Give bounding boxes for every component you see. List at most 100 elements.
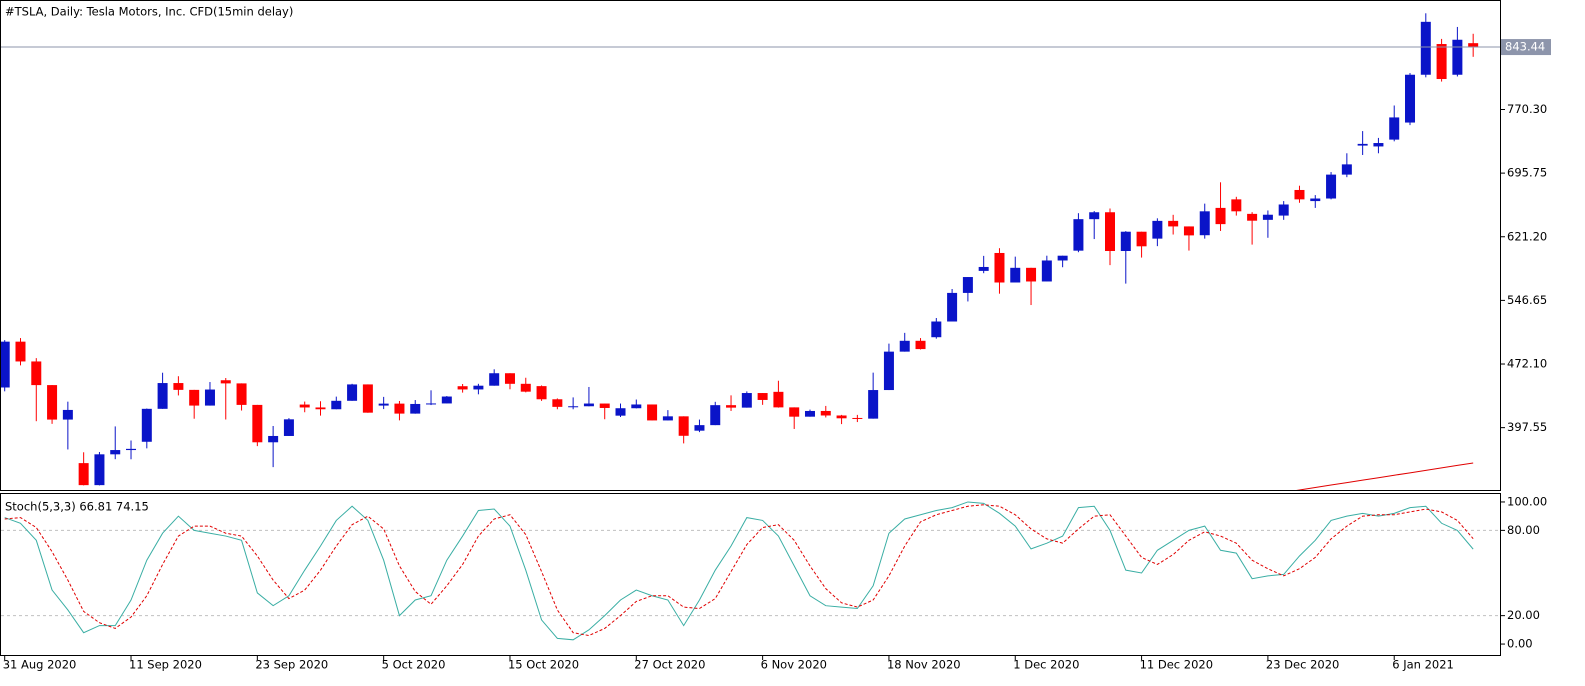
candle-body <box>536 386 547 400</box>
y-tick-label: 80.00 <box>1507 523 1540 537</box>
candle-body <box>1373 143 1384 147</box>
candle-body <box>220 380 231 384</box>
candle-body <box>1389 117 1400 140</box>
candle-body <box>378 403 389 406</box>
candle-body <box>899 340 910 352</box>
candle-body <box>15 341 26 362</box>
candle-body <box>710 405 721 426</box>
y-tick-label: 20.00 <box>1507 608 1540 622</box>
candle-body <box>1420 21 1431 75</box>
candle-body <box>1 341 10 388</box>
candle-body <box>520 383 531 392</box>
candle-body <box>47 385 58 420</box>
candle-body <box>804 410 815 417</box>
x-tick-label: 1 Dec 2020 <box>1013 658 1079 672</box>
candle-body <box>62 409 73 420</box>
candle-body <box>1247 213 1258 221</box>
candle-body <box>299 404 310 408</box>
candle-body <box>1120 231 1131 252</box>
candle-body <box>1152 220 1163 239</box>
candle-body <box>994 252 1005 283</box>
y-tick-label: 397.55 <box>1507 420 1547 434</box>
candle-body <box>141 408 152 442</box>
candle-body <box>126 448 137 451</box>
candle-body <box>94 454 105 486</box>
candle-body <box>504 373 515 384</box>
candle-body <box>489 373 500 386</box>
x-tick-label: 23 Sep 2020 <box>255 658 328 672</box>
x-tick-label: 31 Aug 2020 <box>3 658 77 672</box>
axes: 397.55 472.10 546.65 621.20 695.75 770.30 843.… <box>1 39 1551 672</box>
candle-body <box>204 389 215 406</box>
candle-body <box>662 416 673 421</box>
candle-body <box>1341 164 1352 175</box>
candle-body <box>741 393 752 408</box>
candle-body <box>252 404 263 443</box>
candle-body <box>1199 211 1210 236</box>
candle-body <box>726 405 737 408</box>
candle-body <box>852 417 863 419</box>
candle-body <box>552 399 563 407</box>
candle-body <box>1041 260 1052 282</box>
candle-body <box>441 396 452 404</box>
candle-body <box>1278 204 1289 216</box>
candle-body <box>757 393 768 400</box>
x-tick-label: 15 Oct 2020 <box>508 658 579 672</box>
candle-body <box>473 385 484 390</box>
candle-body <box>157 383 168 409</box>
candle-body <box>615 408 626 416</box>
signal-line <box>4 504 1474 637</box>
candle-body <box>947 292 958 322</box>
candle-body <box>1073 219 1084 251</box>
y-tick-label: 695.75 <box>1507 166 1547 180</box>
current-price-box <box>1501 39 1551 56</box>
stoch-plot <box>1 501 1500 641</box>
x-tick-label: 23 Dec 2020 <box>1266 658 1339 672</box>
candle-body <box>678 416 689 436</box>
candle-body <box>1405 74 1416 123</box>
candle-body <box>362 384 373 413</box>
stoch-pane <box>0 493 1501 656</box>
candle-body <box>583 403 594 407</box>
candle-body <box>1436 44 1447 80</box>
x-tick-label: 18 Nov 2020 <box>887 658 961 672</box>
price-plot <box>1 13 1479 490</box>
candle-body <box>915 340 926 350</box>
candle-body <box>331 400 342 410</box>
x-tick-label: 6 Jan 2021 <box>1392 658 1454 672</box>
candle-body <box>315 407 326 410</box>
x-tick-label: 27 Oct 2020 <box>634 658 705 672</box>
candle-body <box>1168 220 1179 227</box>
candle-body <box>1183 226 1194 236</box>
price-pane <box>0 0 1501 491</box>
y-tick-label: 100.00 <box>1507 494 1547 508</box>
candle-body <box>189 389 200 406</box>
x-tick-label: 6 Nov 2020 <box>761 658 827 672</box>
candle-body <box>978 266 989 271</box>
candle-body <box>1026 267 1037 282</box>
candle-body <box>236 383 247 405</box>
candle-body <box>457 386 468 390</box>
candle-body <box>1262 214 1273 220</box>
candle-body <box>868 390 879 419</box>
candle-body <box>1136 231 1147 247</box>
candle-body <box>347 384 358 401</box>
current-price-label: 843.44 <box>1505 40 1545 54</box>
candle-body <box>599 403 610 408</box>
candle-body <box>647 404 658 421</box>
y-tick-label: 546.65 <box>1507 293 1547 307</box>
candle-body <box>931 321 942 338</box>
candle-body <box>1310 198 1321 202</box>
candle-body <box>883 351 894 391</box>
candle-body <box>110 450 121 455</box>
candle-body <box>394 403 405 414</box>
candle-body <box>631 404 642 409</box>
candle-body <box>820 410 831 416</box>
y-tick-label: 0.00 <box>1507 637 1533 651</box>
candle-body <box>694 425 705 431</box>
main-line <box>4 501 1474 641</box>
moving-average-line <box>1296 462 1474 490</box>
